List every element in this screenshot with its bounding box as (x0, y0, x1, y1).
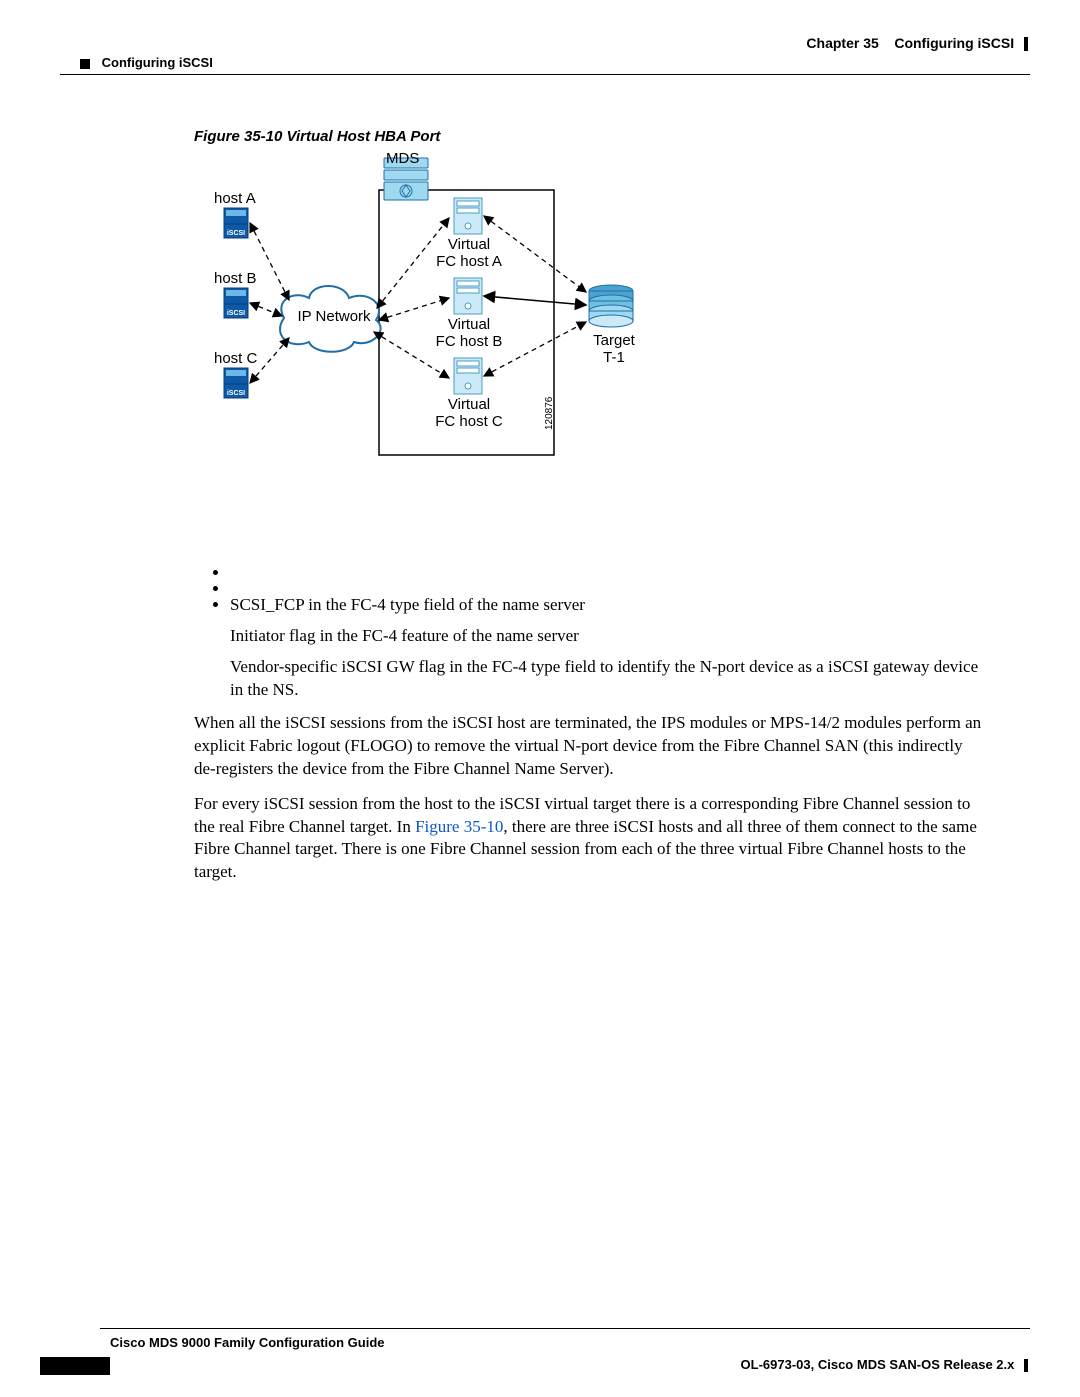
label-vfc-a: VirtualFC host A (424, 236, 514, 271)
label-host-b: host B (214, 270, 257, 287)
bullet-5-text: Vendor-specific iSCSI GW flag in the FC-… (230, 656, 984, 702)
footer-rule (100, 1328, 1030, 1329)
header-left: Configuring iSCSI (80, 55, 213, 70)
label-vfc-c: VirtualFC host C (424, 396, 514, 431)
svg-text:iSCSI: iSCSI (227, 390, 245, 397)
label-vfc-b: VirtualFC host B (424, 316, 514, 351)
figure-diagram: iSCSI iSCSI iSCSI (194, 150, 754, 470)
svg-text:120876: 120876 (544, 396, 555, 430)
footer-book-title: Cisco MDS 9000 Family Configuration Guid… (110, 1335, 385, 1350)
footer-accent-bar (1024, 1359, 1028, 1372)
figure-reference-link[interactable]: Figure 35-10 (415, 817, 503, 836)
paragraph-2: For every iSCSI session from the host to… (194, 793, 984, 885)
label-host-c: host C (214, 350, 257, 367)
svg-text:iSCSI: iSCSI (227, 230, 245, 237)
paragraph-1: When all the iSCSI sessions from the iSC… (194, 712, 984, 781)
chapter-title: Configuring iSCSI (894, 35, 1014, 51)
svg-text:iSCSI: iSCSI (227, 310, 245, 317)
chapter-number: Chapter 35 (806, 35, 878, 51)
label-host-a: host A (214, 190, 256, 207)
figure-caption: Figure 35-10 Virtual Host HBA Port (194, 128, 440, 145)
header-accent-bar (1024, 37, 1028, 51)
bullet-3-text: SCSI_FCP in the FC-4 type field of the n… (230, 595, 585, 614)
bullet-empty-1 (230, 562, 984, 568)
bullet-3: SCSI_FCP in the FC-4 type field of the n… (230, 594, 984, 702)
label-mds: MDS (386, 150, 419, 167)
label-ip-network: IP Network (294, 308, 374, 325)
bullet-4-text: Initiator flag in the FC-4 feature of th… (230, 625, 984, 648)
footer-release: OL-6973-03, Cisco MDS SAN-OS Release 2.x (741, 1357, 1028, 1372)
footer-release-text: OL-6973-03, Cisco MDS SAN-OS Release 2.x (741, 1357, 1015, 1372)
header-rule (60, 74, 1030, 75)
page: Chapter 35 Configuring iSCSI Configuring… (0, 0, 1080, 1397)
label-target: TargetT-1 (579, 332, 649, 367)
bullet-empty-2 (230, 578, 984, 584)
bullet-list: SCSI_FCP in the FC-4 type field of the n… (194, 562, 984, 702)
section-title: Configuring iSCSI (102, 55, 213, 70)
header-square-icon (80, 59, 90, 69)
footer-page-block (40, 1357, 110, 1375)
header-right: Chapter 35 Configuring iSCSI (806, 35, 1028, 51)
body-text: SCSI_FCP in the FC-4 type field of the n… (194, 560, 984, 896)
